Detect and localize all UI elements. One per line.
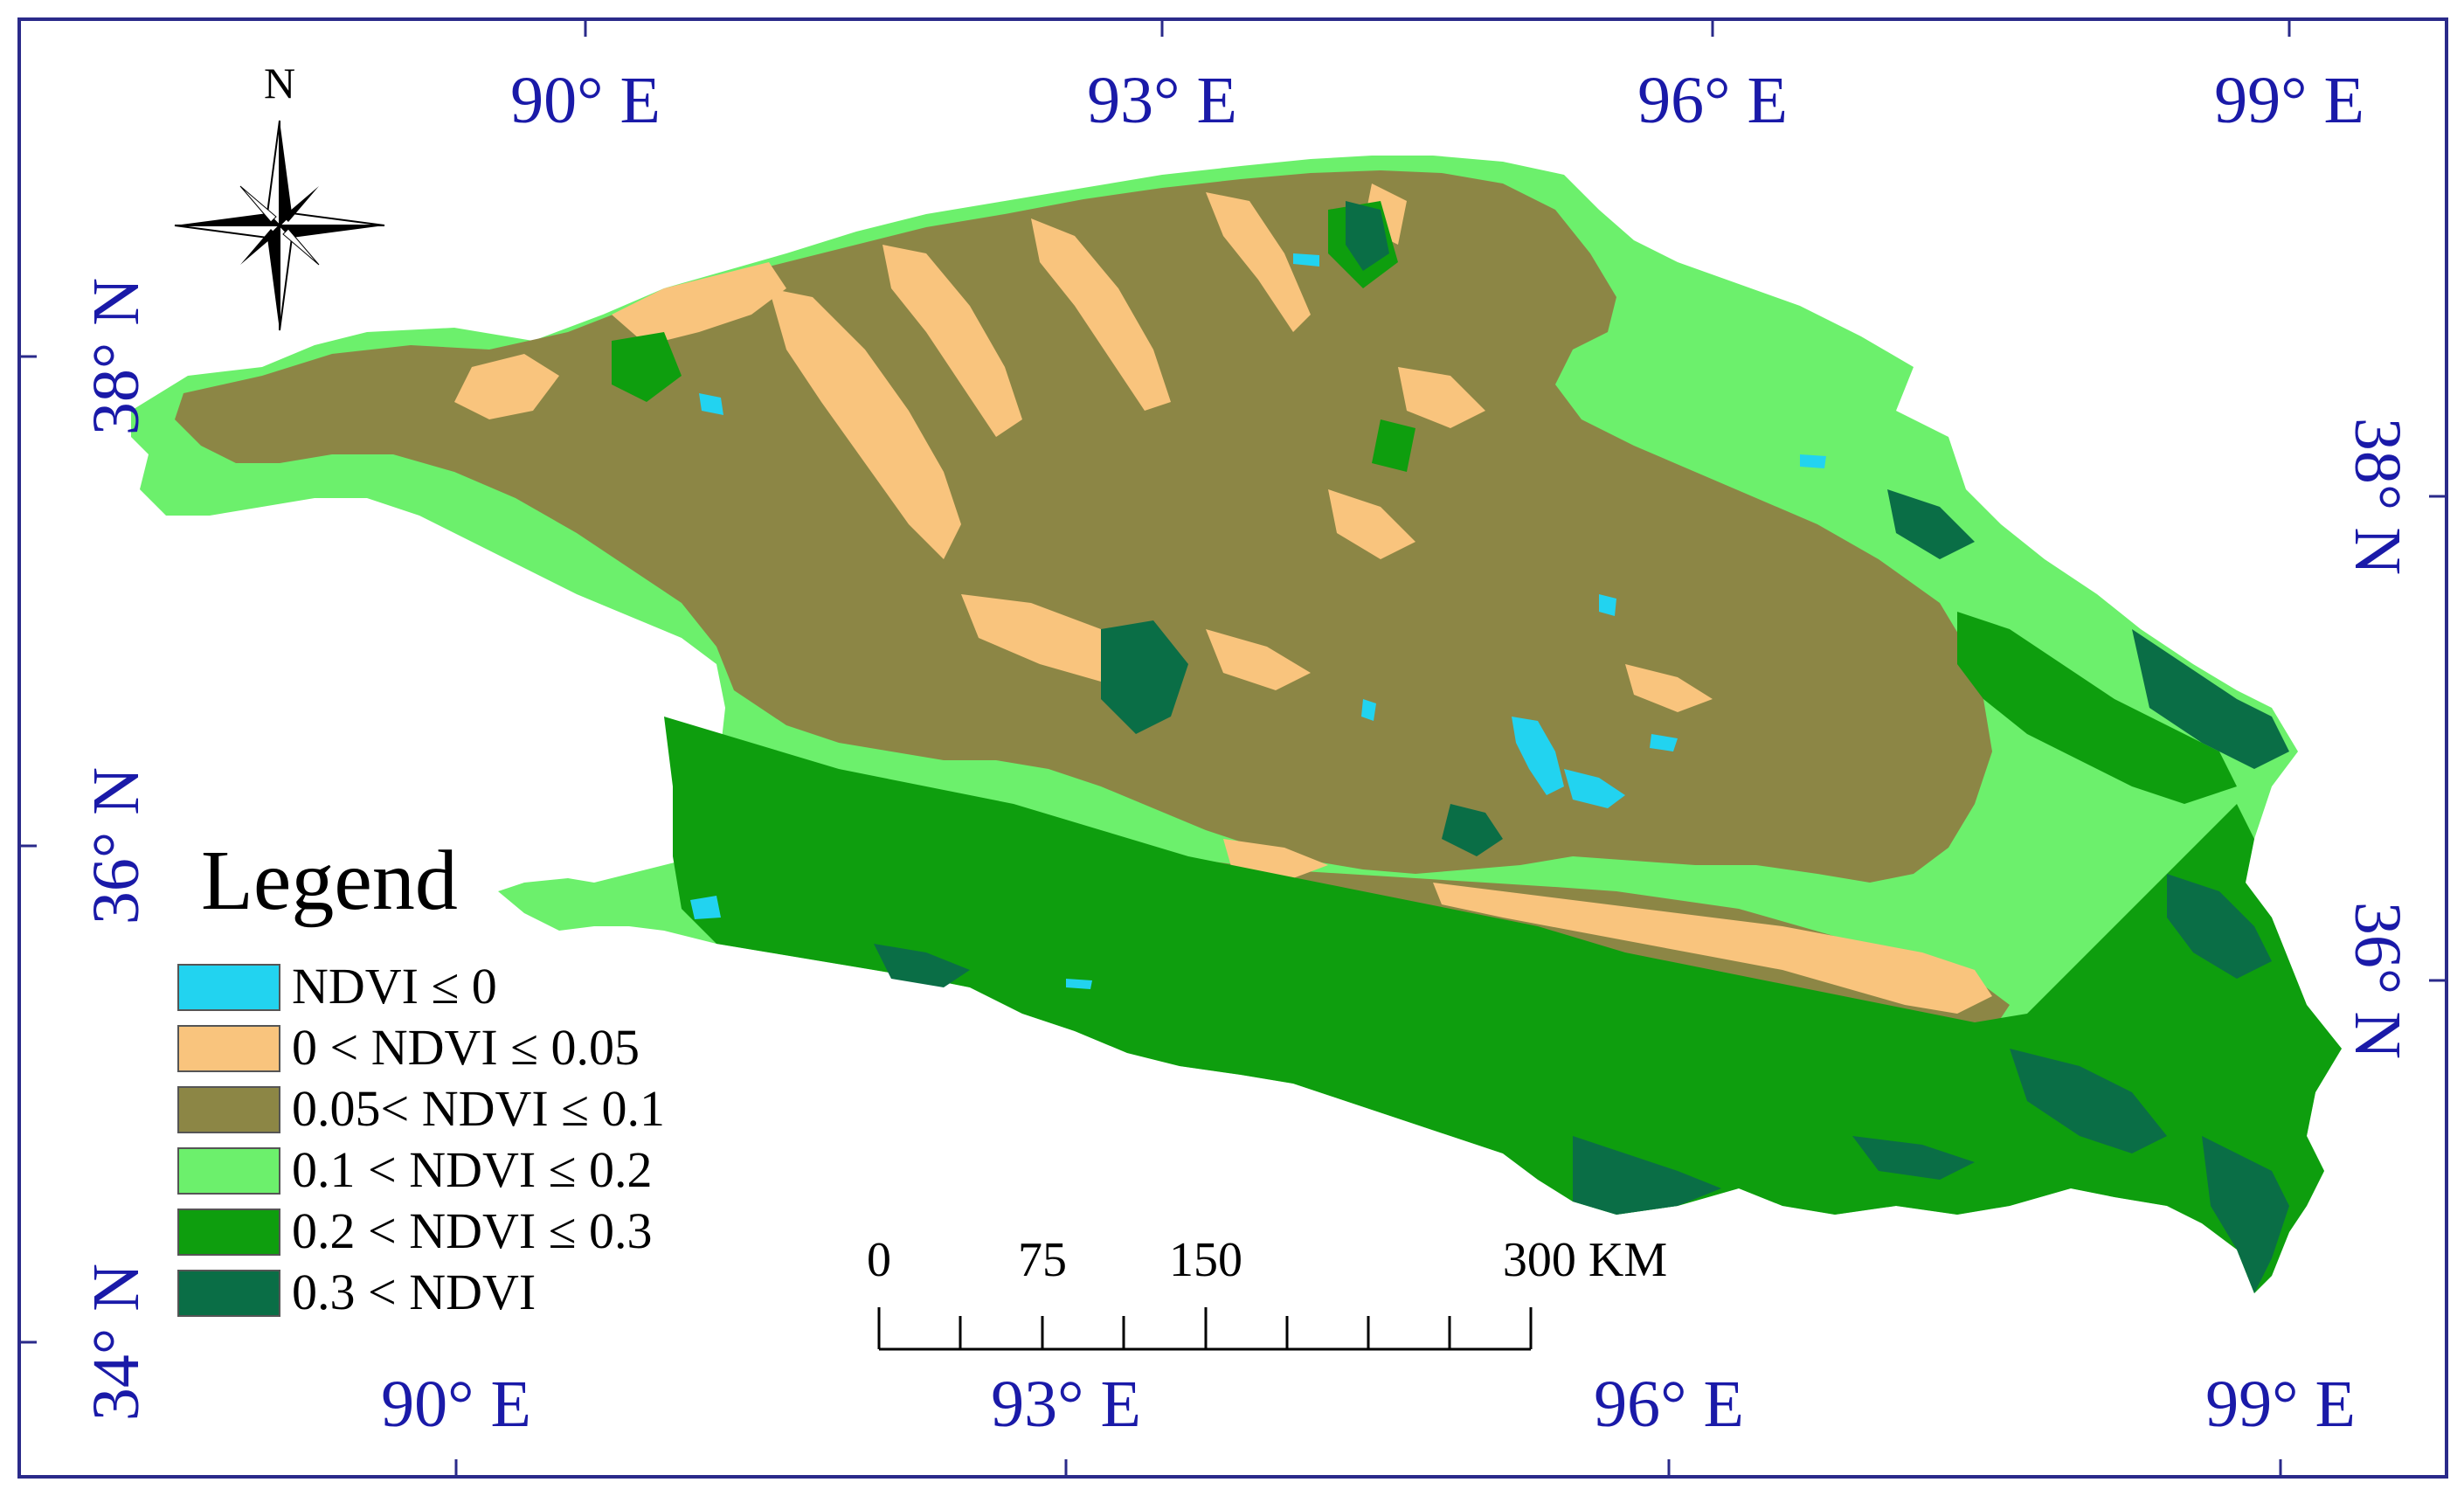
top-longitude-label: 99° E (2214, 64, 2364, 137)
legend-label: 0 < NDVI ≤ 0.05 (292, 1019, 640, 1076)
legend-items: NDVI ≤ 00 < NDVI ≤ 0.050.05< NDVI ≤ 0.10… (177, 958, 665, 1320)
region-sparse-streaks (454, 184, 1992, 1014)
north-arrow-icon (174, 120, 385, 331)
region-high-vegetation (874, 201, 2289, 1293)
scale-tick-label: 300 KM (1503, 1233, 1667, 1287)
legend-swatch (177, 1270, 280, 1317)
legend-label: 0.2 < NDVI ≤ 0.3 (292, 1202, 653, 1259)
left-latitude-label: 38° N (80, 278, 153, 435)
legend-label: 0.3 < NDVI (292, 1264, 536, 1320)
top-longitude-label: 90° E (510, 64, 661, 137)
bottom-longitude-label: 93° E (991, 1368, 1141, 1441)
graticule-ticks (19, 19, 2447, 1477)
top-longitude-label: 96° E (1637, 64, 1788, 137)
legend-swatch (177, 964, 280, 1011)
scale-tick-label: 0 (867, 1233, 891, 1287)
legend: Legend NDVI ≤ 00 < NDVI ≤ 0.050.05< NDVI… (177, 834, 665, 1320)
scale-bar-line (877, 1307, 1533, 1351)
scale-tick-label: 75 (1018, 1233, 1067, 1287)
legend-swatch (177, 1209, 280, 1256)
legend-label: NDVI ≤ 0 (292, 958, 497, 1015)
legend-title: Legend (201, 834, 458, 928)
scale-bar: 0 75 150 300 KM (867, 1233, 1667, 1351)
top-longitude-label: 93° E (1087, 64, 1237, 137)
map-frame (17, 17, 2448, 1479)
bottom-longitude-label: 99° E (2205, 1368, 2356, 1441)
ndvi-region (131, 156, 2342, 1293)
right-latitude-label: 36° N (2341, 902, 2414, 1059)
legend-label: 0.05< NDVI ≤ 0.1 (292, 1080, 665, 1137)
north-label: N (264, 59, 295, 107)
legend-label: 0.1 < NDVI ≤ 0.2 (292, 1141, 653, 1198)
bottom-longitude-label: 96° E (1594, 1368, 1744, 1441)
legend-swatch (177, 1025, 280, 1072)
scale-tick-label: 150 (1169, 1233, 1242, 1287)
bottom-longitude-label: 90° E (381, 1368, 531, 1441)
region-water (690, 253, 1826, 989)
legend-swatch (177, 1147, 280, 1195)
legend-swatch (177, 1086, 280, 1133)
right-latitude-label: 38° N (2341, 418, 2414, 575)
left-latitude-label: 34° N (80, 1264, 153, 1421)
left-latitude-label: 36° N (80, 767, 153, 925)
